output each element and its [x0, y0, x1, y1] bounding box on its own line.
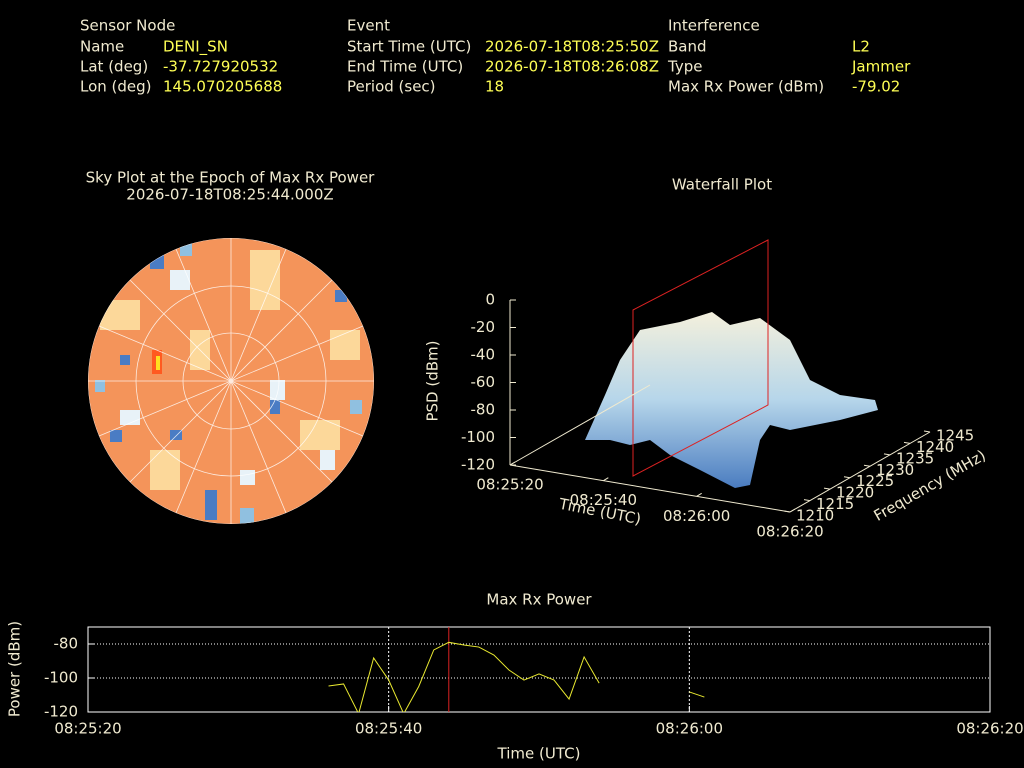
y-tick-label: 1220: [836, 484, 874, 502]
x-tick: [509, 461, 516, 466]
x-tick-label: 08:25:40: [570, 491, 637, 509]
y-tick: [863, 464, 871, 467]
power-line: [689, 691, 705, 698]
z-axis-label: PSD (dBm): [424, 340, 442, 421]
x-tick-label: 08:26:20: [756, 523, 823, 541]
y-tick-label: 1230: [876, 461, 914, 479]
field-value: 2026-07-18T08:26:08Z: [485, 58, 659, 76]
x-tick-label: 08:26:00: [656, 720, 723, 738]
z-tick-label: -60: [471, 373, 496, 391]
y-tick-label: 1225: [856, 472, 894, 490]
chart-title: Sky Plot at the Epoch of Max Rx Power: [86, 169, 376, 187]
field-value: Jammer: [851, 58, 911, 76]
chart-title: Max Rx Power: [486, 591, 592, 609]
field-value: 2026-07-18T08:25:50Z: [485, 38, 659, 56]
field-value: 18: [485, 78, 504, 96]
field-label: Lon (deg): [80, 78, 152, 96]
axis-line: [509, 464, 791, 513]
x-axis-label: Time (UTC): [497, 745, 581, 763]
y-tick: [843, 476, 851, 479]
sky-plot: [88, 238, 374, 524]
x-tick: [789, 508, 796, 513]
x-tick-label: 08:26:20: [956, 720, 1023, 738]
x-tick: [603, 477, 609, 482]
y-tick-label: -120: [44, 703, 78, 721]
waterfall-surface: [585, 239, 878, 488]
y-tick-label: 1210: [796, 507, 834, 525]
y-tick: [883, 453, 891, 456]
axis-line: [509, 384, 651, 466]
section-title: Interference: [668, 17, 760, 35]
field-value: L2: [852, 38, 870, 56]
section-title: Event: [347, 17, 390, 35]
field-label: End Time (UTC): [347, 58, 463, 76]
axis-line: [789, 431, 931, 513]
z-tick-label: -20: [471, 318, 496, 336]
x-tick-label: 08:25:20: [476, 476, 543, 494]
y-tick-label: 1235: [896, 449, 934, 467]
section-title: Sensor Node: [80, 17, 175, 35]
y-tick: [783, 510, 791, 513]
z-tick-label: -40: [471, 346, 496, 364]
y-tick-label: 1240: [916, 438, 954, 456]
y-tick-label: 1215: [816, 495, 854, 513]
power-line: [328, 641, 600, 712]
field-label: Start Time (UTC): [347, 38, 471, 56]
y-tick-label: -80: [54, 635, 79, 653]
y-tick-label: 1245: [936, 427, 974, 445]
x-tick-label: 08:25:40: [355, 720, 422, 738]
field-label: Lat (deg): [80, 58, 148, 76]
field-label: Max Rx Power (dBm): [668, 78, 824, 96]
y-tick: [803, 499, 811, 502]
y-tick-label: -100: [44, 669, 78, 687]
y-tick: [823, 487, 831, 490]
field-value: DENI_SN: [163, 38, 228, 57]
field-label: Period (sec): [347, 78, 436, 96]
x-tick: [696, 492, 702, 497]
field-value: 145.070205688: [163, 78, 282, 96]
y-tick: [903, 441, 911, 444]
plot-frame: [87, 626, 991, 713]
field-label: Type: [667, 58, 702, 76]
field-value: -37.727920532: [163, 58, 278, 76]
y-axis-label: Power (dBm): [6, 621, 24, 717]
z-tick-label: 0: [485, 291, 495, 309]
chart-subtitle: 2026-07-18T08:25:44.000Z: [126, 186, 333, 204]
chart-title: Waterfall Plot: [672, 176, 772, 194]
field-label: Name: [80, 38, 124, 56]
z-tick-label: -100: [461, 428, 495, 446]
field-label: Band: [668, 38, 707, 56]
x-tick-label: 08:26:00: [663, 507, 730, 525]
y-tick: [923, 430, 931, 433]
x-tick-label: 08:25:20: [54, 720, 121, 738]
z-tick-label: -80: [471, 401, 496, 419]
z-tick-label: -120: [461, 456, 495, 474]
field-value: -79.02: [852, 78, 900, 96]
